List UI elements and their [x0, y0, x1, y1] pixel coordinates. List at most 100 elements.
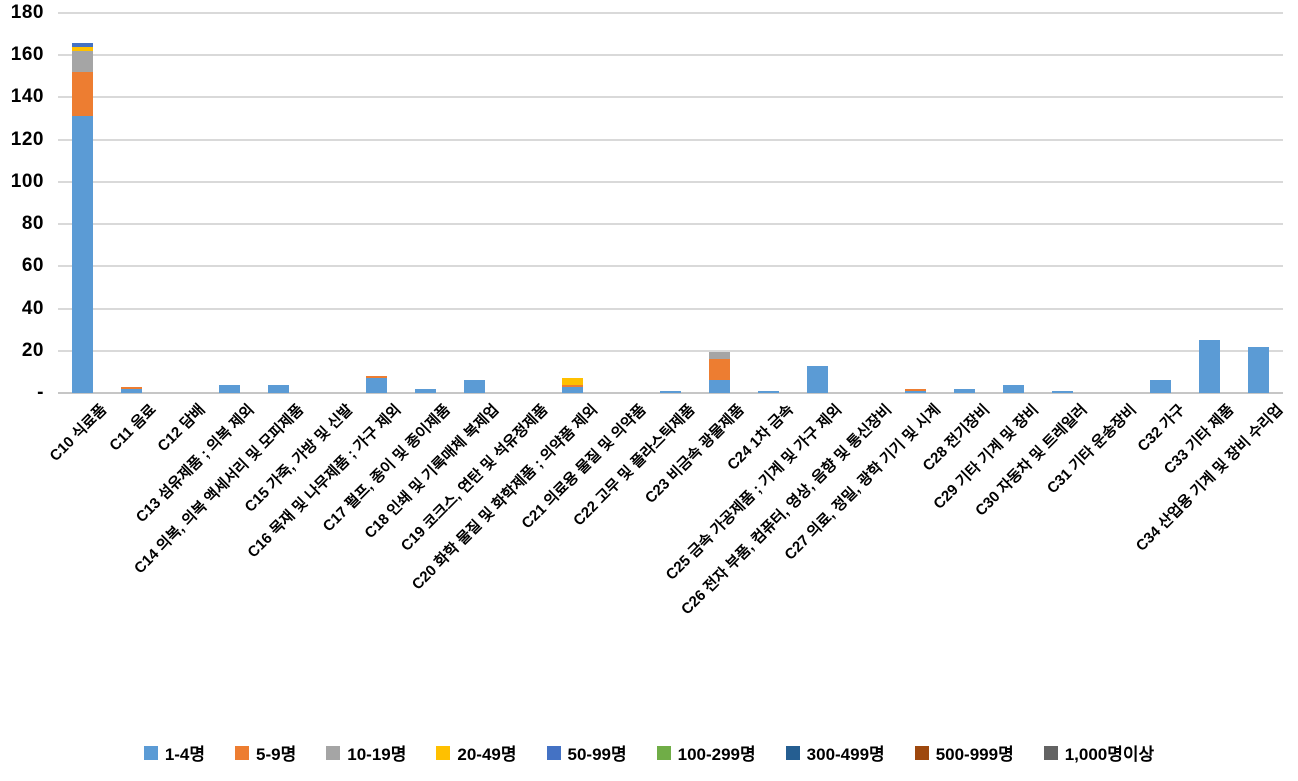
- x-tick-label: C10 식료품: [46, 401, 111, 465]
- bar-segment: [72, 51, 93, 73]
- y-tick-label: 140: [10, 86, 44, 108]
- bar-stack-c16: [366, 376, 387, 393]
- bar-stack-c23: [709, 351, 730, 393]
- legend-label: 500-999명: [935, 745, 1014, 764]
- y-tick-label: 180: [10, 2, 44, 23]
- legend-item: 20-49명: [436, 740, 517, 765]
- x-tick-label: C16 목재 및 나무제품 ; 가구 제외: [244, 401, 405, 562]
- x-tick-label: C12 담배: [154, 401, 209, 456]
- legend-label: 300-499명: [806, 745, 885, 764]
- bar-segment: [562, 386, 583, 393]
- bar-segment: [660, 390, 681, 393]
- bar-segment: [905, 388, 926, 391]
- bar-segment: [366, 376, 387, 379]
- bar-segment: [1003, 384, 1024, 393]
- x-tick-label: C22 고무 및 플라스틱제품: [570, 401, 699, 530]
- bar-segment: [1150, 380, 1171, 393]
- bar-stack-c25: [807, 365, 828, 393]
- x-tick-label: C34 산업용 기계 및 장비 수리업: [1133, 401, 1287, 555]
- bar-segment: [121, 388, 142, 393]
- bar-stack-c22: [660, 390, 681, 393]
- x-tick-label: C27 의료, 정밀, 광학 기기 및 시계: [781, 401, 944, 564]
- bar-stack-c17: [415, 388, 436, 393]
- legend-label: 1-4명: [164, 745, 206, 764]
- legend-label: 1,000명이상: [1064, 745, 1155, 764]
- gridline: [58, 138, 1283, 141]
- gridline: [58, 12, 1283, 14]
- legend-marker: [235, 745, 250, 760]
- x-tick-label: C15 가죽, 가방 및 신발: [241, 401, 356, 516]
- gridline: [58, 223, 1283, 226]
- bar-segment: [1052, 390, 1073, 393]
- legend-marker: [1043, 745, 1058, 760]
- bar-segment: [807, 365, 828, 393]
- legend: 1-4명 5-9명 10-19명 20-49명 50-99명 100-299명 300-49…: [0, 740, 1298, 765]
- bar-stack-c20: [562, 378, 583, 393]
- x-tick-label: C23 비금속 광물제품: [641, 401, 748, 507]
- bar-segment: [905, 390, 926, 393]
- bar-segment: [709, 380, 730, 393]
- x-tick-label: C25 금속 가공제품 ; 기계 및 가구 제외: [663, 401, 846, 584]
- bar-stack-c29: [1003, 384, 1024, 393]
- bar-segment: [72, 42, 93, 47]
- bar-segment: [121, 386, 142, 389]
- x-tick-label: C26 전자 부품, 컴퓨터, 영상, 음향 및 통신장비: [677, 401, 895, 619]
- legend-item: 5-9명: [235, 740, 296, 765]
- bar-segment: [1199, 340, 1220, 393]
- y-tick-label: 60: [21, 255, 44, 277]
- x-tick-label: C17 펄프, 종이 및 종이제품: [319, 401, 454, 536]
- x-tick-label: C28 전기장비: [919, 401, 993, 475]
- legend-item: 100-299명: [656, 740, 756, 765]
- bar-segment: [268, 384, 289, 393]
- bar-segment: [709, 359, 730, 381]
- x-tick-label: C13 섬유제품 ; 의복 제외: [132, 401, 258, 526]
- bar-segment: [954, 388, 975, 393]
- bar-stack-c27: [905, 388, 926, 393]
- legend-item: 1,000명이상: [1043, 740, 1155, 765]
- gridline: [58, 349, 1283, 352]
- bar-segment: [72, 116, 93, 393]
- y-tick-label: 40: [21, 297, 44, 319]
- x-tick-label: C24 1차 금속: [724, 401, 797, 474]
- y-tick-label: -: [37, 382, 44, 403]
- legend-label: 10-19명: [347, 745, 407, 764]
- bar-stack-c14: [268, 384, 289, 393]
- bar-segment: [366, 378, 387, 393]
- legend-item: 1-4명: [143, 740, 206, 765]
- bar-segment: [1248, 346, 1269, 393]
- bar-stack-c33: [1199, 340, 1220, 393]
- bar-stack-c32: [1150, 380, 1171, 393]
- x-tick-label: C18 인쇄 및 기록매체 복제업: [361, 401, 503, 542]
- legend-item: 10-19명: [326, 740, 406, 765]
- x-tick-label: C31 기타 운송장비: [1043, 401, 1140, 498]
- bar-stack-c10: [72, 42, 93, 393]
- x-tick-label: C29 기타 기계 및 장비: [930, 401, 1042, 513]
- x-tick-label: C33 기타 제품: [1161, 401, 1238, 478]
- legend-item: 50-99명: [546, 740, 627, 765]
- legend-marker: [436, 745, 451, 760]
- x-tick-label: C11 음료: [106, 401, 160, 455]
- bar-segment: [219, 384, 240, 393]
- legend-marker: [143, 745, 158, 760]
- x-tick-label: C32 가구: [1134, 401, 1189, 456]
- gridline: [58, 96, 1283, 99]
- bar-stack-c18: [464, 380, 485, 393]
- bar-stack-c11: [121, 386, 142, 393]
- plot-area: [58, 12, 1283, 394]
- gridline: [58, 307, 1283, 310]
- bar-segment: [415, 388, 436, 393]
- bar-segment: [562, 384, 583, 387]
- bar-stack-c13: [219, 384, 240, 393]
- legend-marker: [914, 745, 929, 760]
- y-tick-label: 20: [21, 339, 44, 361]
- legend-item: 300-499명: [785, 740, 885, 765]
- y-tick-label: 120: [10, 128, 44, 150]
- legend-label: 20-49명: [457, 745, 517, 764]
- legend-label: 50-99명: [567, 745, 627, 764]
- x-tick-label: C19 코크스, 연탄 및 석유정제품: [398, 401, 552, 555]
- bar-segment: [464, 380, 485, 393]
- bar-segment: [562, 378, 583, 385]
- bar-stack-c24: [758, 390, 779, 393]
- bar-segment: [72, 72, 93, 117]
